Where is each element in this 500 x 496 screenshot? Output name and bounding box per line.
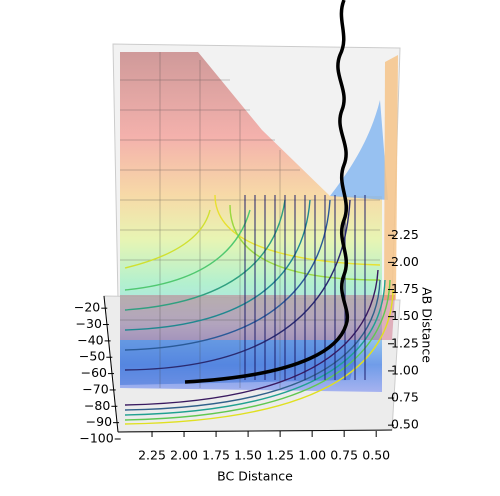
z-tick-label: −30: [76, 316, 102, 331]
x-tick-label: 1.00: [298, 448, 326, 463]
z-tick-label: −50: [79, 349, 105, 364]
x-axis-line: [117, 429, 393, 433]
y-tick-label: 0.75: [391, 390, 419, 405]
y-axis-label: AB Distance: [420, 287, 435, 363]
x-tick-label: 0.75: [330, 448, 358, 463]
x-tick-label: 1.25: [266, 448, 294, 463]
z-axis-line: [103, 295, 119, 433]
z-tick-label: −20: [74, 300, 100, 315]
z-tick-label: −90: [86, 414, 112, 429]
x-tick-label: 1.75: [202, 448, 230, 463]
y-tick-label: 1.00: [391, 362, 419, 377]
y-tick-label: 2.25: [391, 227, 419, 242]
z-tick-label: −80: [84, 398, 110, 413]
y-tick-label: 0.50: [391, 417, 419, 432]
z-tick-label: −70: [82, 381, 108, 396]
y-tick-label: 1.75: [391, 281, 419, 296]
z-tick-label: −40: [77, 332, 103, 347]
surface: [120, 52, 398, 425]
y-tick-label: 1.25: [391, 335, 419, 350]
x-axis-label: BC Distance: [217, 469, 293, 484]
x-tick-label: 1.50: [234, 448, 262, 463]
y-tick-label: 1.50: [391, 308, 419, 323]
x-tick-label: 2.25: [138, 448, 166, 463]
trajectory: [184, 0, 350, 384]
y-tick-label: 2.00: [391, 254, 419, 269]
z-tick-label: −60: [81, 365, 107, 380]
z-tick-label: −100: [79, 431, 113, 446]
x-tick-label: 0.50: [362, 448, 390, 463]
x-tick-label: 2.00: [170, 448, 198, 463]
axes: BC Distance AB Distance: [103, 287, 435, 484]
